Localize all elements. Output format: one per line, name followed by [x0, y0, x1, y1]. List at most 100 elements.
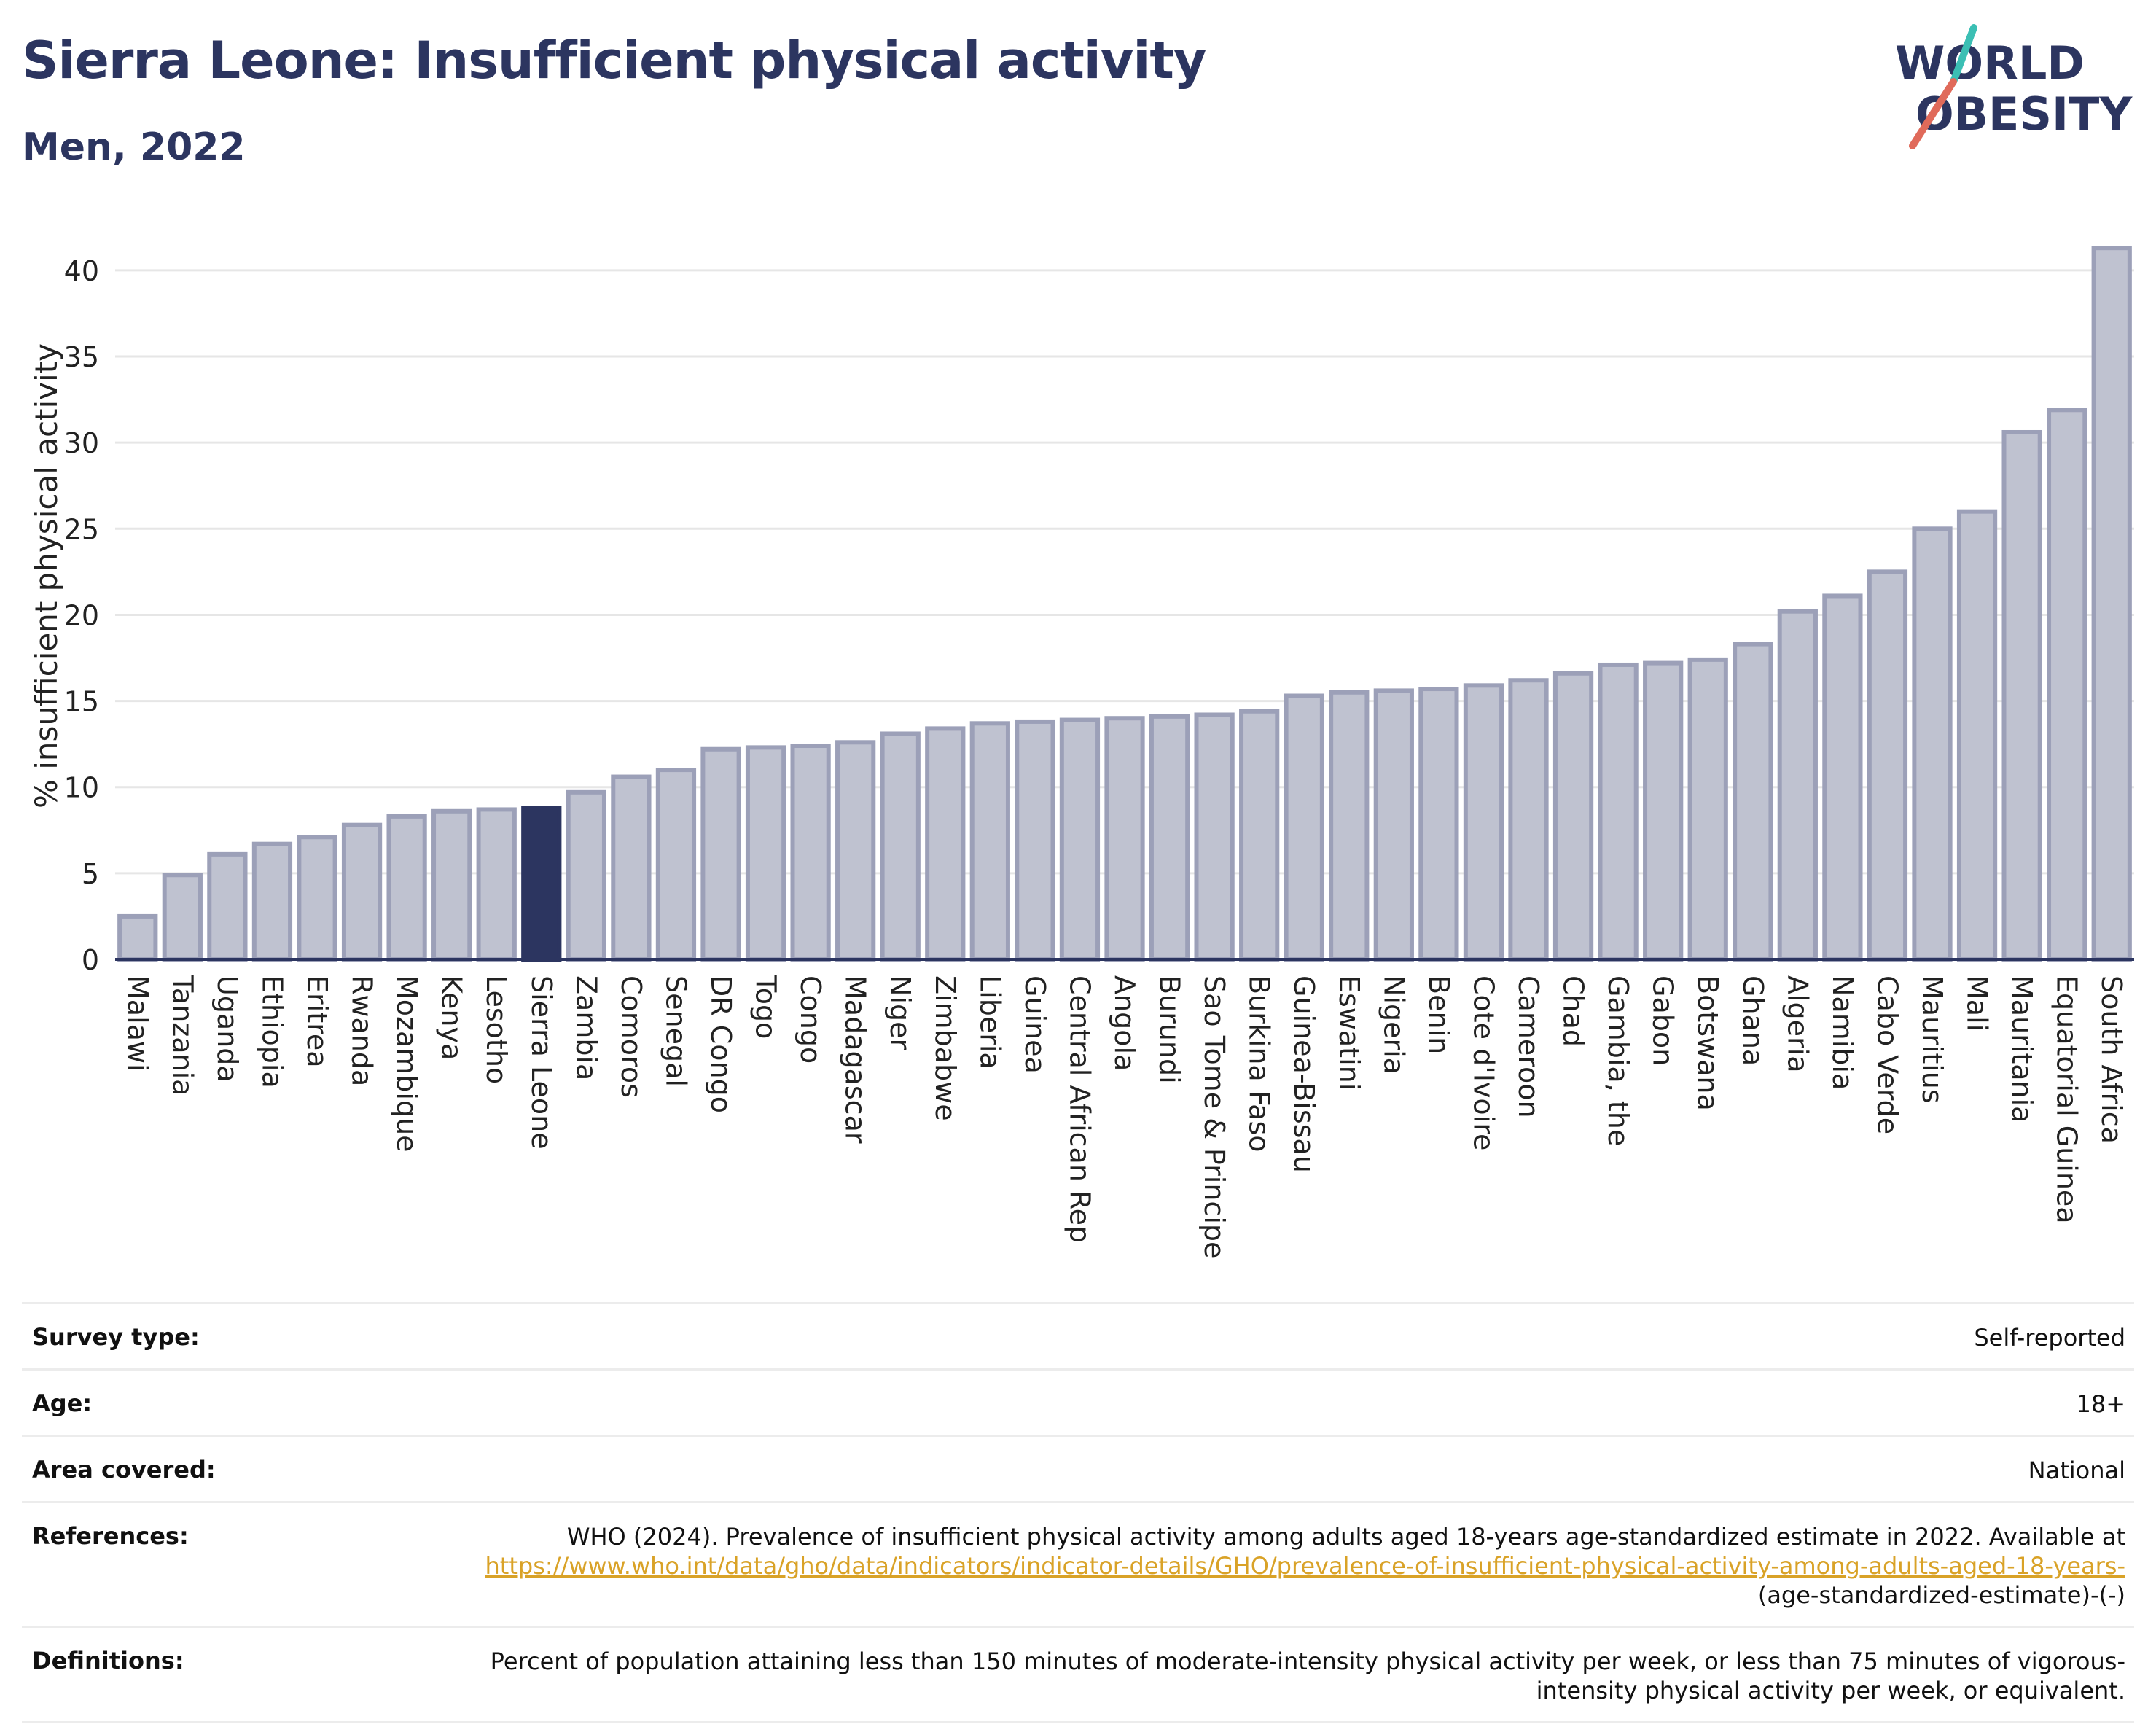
definitions-value: Percent of population attaining less tha… [490, 1648, 2125, 1704]
bar [1059, 717, 1101, 962]
x-tick-label: Cote d'Ivoire [1467, 975, 1499, 1150]
page-subtitle: Men, 2022 [22, 125, 246, 169]
definitions-row: Definitions: Percent of population attai… [22, 1626, 2134, 1723]
bar [2001, 429, 2042, 962]
y-tick-label: 5 [82, 858, 99, 890]
bar [655, 768, 697, 962]
references-suffix: (age-standardized-estimate)-(-) [1757, 1581, 2125, 1609]
bar [1418, 687, 1459, 962]
x-tick-label: Benin [1423, 975, 1455, 1054]
y-tick-label: 30 [64, 427, 99, 459]
references-link[interactable]: https://www.who.int/data/gho/data/indica… [485, 1552, 2126, 1580]
bar [1733, 642, 1773, 962]
x-tick-label: Mauritania [2006, 975, 2038, 1123]
x-tick-label: Zambia [570, 975, 602, 1080]
bar [1239, 709, 1280, 962]
bar [1552, 671, 1594, 962]
x-tick-label: Equatorial Guinea [2051, 975, 2083, 1224]
x-tick-label: Zimbabwe [929, 975, 961, 1121]
x-tick-label: Cameroon [1512, 975, 1544, 1118]
x-tick-label: Eswatini [1333, 975, 1365, 1091]
logo-line2: OBESITY [1915, 87, 2133, 141]
bar [1194, 712, 1235, 962]
bar-chart: 0 5 10 15 20 25 30 35 40 Malawi Tanzania Uganda Eth… [28, 246, 2134, 1258]
bar [386, 814, 427, 962]
bar [1956, 509, 1998, 962]
bars [117, 246, 2132, 962]
x-tick-label: Senegal [660, 975, 692, 1087]
area-value: National [2028, 1457, 2125, 1484]
bar [341, 822, 383, 962]
x-tick-label: Mozambique [391, 975, 423, 1153]
bar [1284, 693, 1324, 962]
x-tick-label: Guinea [1019, 975, 1051, 1074]
x-tick-label: Togo [750, 975, 782, 1039]
bar [207, 851, 248, 962]
y-tick-label: 0 [82, 944, 99, 976]
logo-slash-teal [1950, 24, 1977, 85]
x-tick-label: Sao Tome & Principe [1198, 975, 1230, 1258]
bar [1867, 569, 1908, 962]
x-tick-label: Congo [794, 975, 827, 1064]
x-tick-label: Tanzania [166, 975, 198, 1096]
x-tick-label: Eritrea [301, 975, 333, 1068]
bar [1373, 688, 1414, 962]
y-tick-label: 20 [64, 599, 99, 631]
bar [2047, 408, 2087, 962]
x-tick-label: Chad [1558, 975, 1590, 1047]
x-tick-label: Kenya [436, 975, 468, 1060]
age-row: Age: 18+ [22, 1368, 2134, 1435]
bar [1149, 714, 1190, 962]
x-tick-label: Angola [1109, 975, 1141, 1071]
world-obesity-logo: WORLD OBESITY [1895, 24, 2133, 149]
logo-line1: WORLD [1895, 36, 2085, 90]
bar [476, 807, 517, 962]
bar [1912, 526, 1953, 962]
x-tick-label: Mali [1961, 975, 1993, 1032]
y-tick-label: 15 [64, 686, 99, 718]
bar [1015, 719, 1055, 962]
survey-type-value: Self-reported [1974, 1324, 2125, 1352]
x-tick-label: Comoros [615, 975, 647, 1098]
y-tick-label: 10 [64, 772, 99, 804]
y-tick-label: 40 [64, 255, 99, 287]
x-tick-label: Gabon [1647, 975, 1679, 1066]
x-tick-label: Uganda [211, 975, 243, 1083]
bar [969, 721, 1010, 962]
bar [1508, 678, 1549, 962]
survey-type-label: Survey type: [32, 1323, 200, 1351]
references-text: WHO (2024). Prevalence of insufficient p… [566, 1523, 2125, 1551]
page-title: Sierra Leone: Insufficient physical acti… [22, 31, 1207, 90]
info-table: Survey type: Self-reported Age: 18+ Area… [22, 1302, 2134, 1723]
bar [1777, 609, 1818, 962]
x-tick-label: Algeria [1781, 975, 1813, 1073]
x-tick-label: Nigeria [1378, 975, 1410, 1075]
area-row: Area covered: National [22, 1435, 2134, 1501]
x-tick-label: Liberia [974, 975, 1006, 1069]
x-tick-label: Central African Rep [1063, 975, 1095, 1243]
bar [117, 913, 158, 962]
bar [1598, 662, 1639, 962]
references-value: WHO (2024). Prevalence of insufficient p… [449, 1522, 2126, 1610]
bar [835, 740, 876, 962]
x-tick-label: Rwanda [346, 975, 378, 1086]
bar [880, 731, 921, 962]
y-tick-label: 25 [64, 513, 99, 545]
bar [162, 873, 203, 962]
bar [2091, 246, 2132, 962]
bar [611, 774, 652, 962]
x-tick-label: Sierra Leone [526, 975, 558, 1150]
x-tick-label: Burundi [1154, 975, 1186, 1084]
age-label: Age: [32, 1389, 93, 1417]
bar [700, 746, 741, 962]
x-axis-labels: Malawi Tanzania Uganda Ethiopia Eritrea Rwand… [122, 975, 2128, 1258]
x-tick-label: Namibia [1827, 975, 1859, 1090]
x-tick-label: DR Congo [705, 975, 737, 1113]
bar [1104, 716, 1145, 962]
area-label: Area covered: [32, 1456, 216, 1483]
bar [1643, 660, 1684, 962]
x-tick-label: Mauritius [1916, 975, 1948, 1104]
bar [297, 835, 337, 962]
x-tick-label: Burkina Faso [1243, 975, 1276, 1153]
bar [1687, 657, 1728, 962]
